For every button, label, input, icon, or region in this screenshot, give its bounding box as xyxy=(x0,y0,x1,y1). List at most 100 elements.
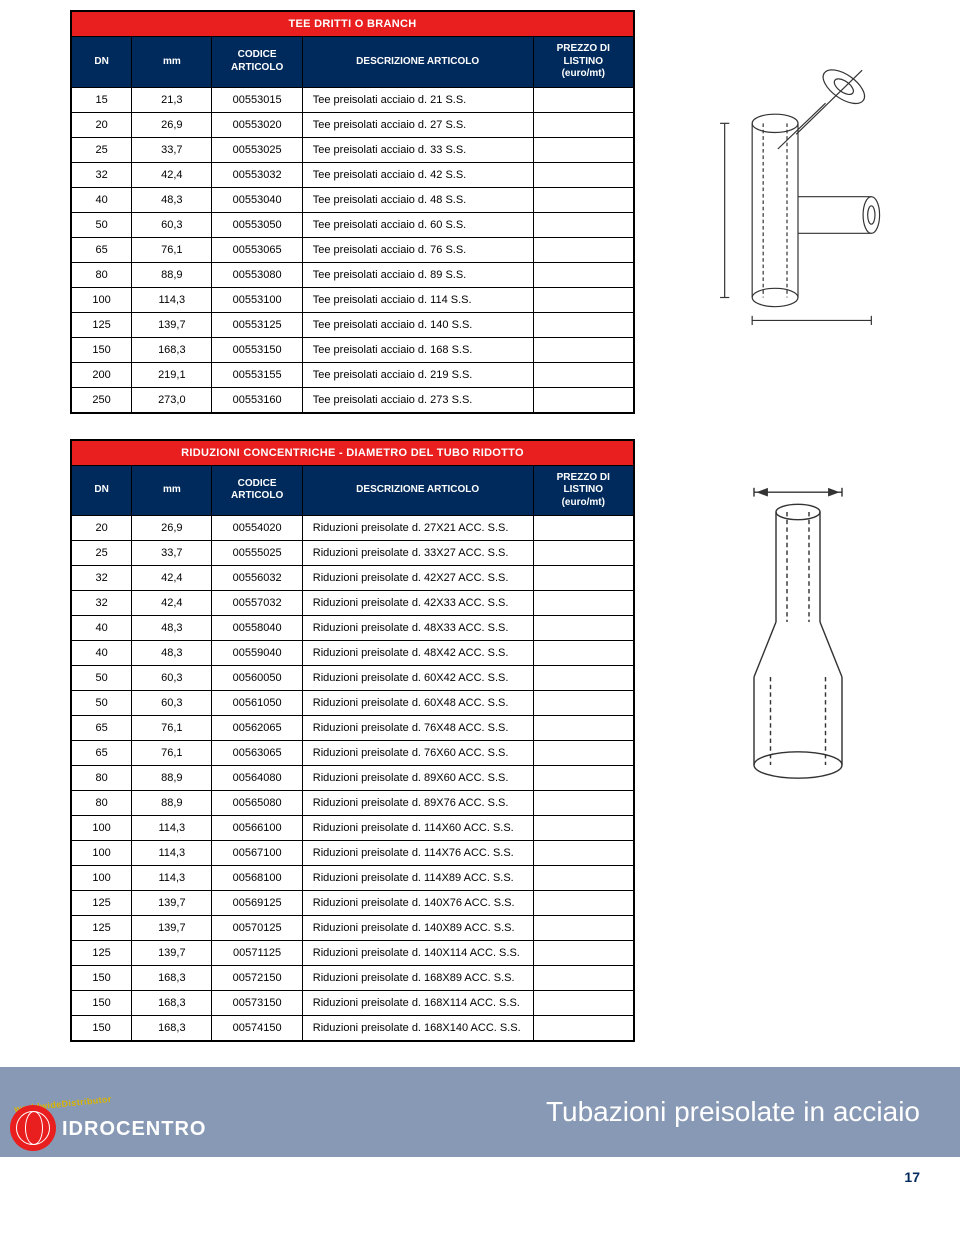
col-desc: DESCRIZIONE ARTICOLO xyxy=(302,37,533,88)
cell: 200 xyxy=(72,362,132,387)
cell: 00566100 xyxy=(212,816,302,841)
cell xyxy=(533,966,633,991)
cell: 100 xyxy=(72,841,132,866)
cell: 00554020 xyxy=(212,516,302,541)
cell xyxy=(533,991,633,1016)
cell: 219,1 xyxy=(132,362,212,387)
cell xyxy=(533,741,633,766)
cell: 25 xyxy=(72,137,132,162)
cell xyxy=(533,287,633,312)
cell: 65 xyxy=(72,741,132,766)
cell xyxy=(533,916,633,941)
cell xyxy=(533,566,633,591)
cell xyxy=(533,616,633,641)
cell: Tee preisolati acciaio d. 168 S.S. xyxy=(302,337,533,362)
cell: Tee preisolati acciaio d. 89 S.S. xyxy=(302,262,533,287)
table-row: 8088,900553080Tee preisolati acciaio d. … xyxy=(72,262,634,287)
table-row: 125139,700570125Riduzioni preisolate d. … xyxy=(72,916,634,941)
cell: 00570125 xyxy=(212,916,302,941)
cell: 125 xyxy=(72,941,132,966)
cell: 00555025 xyxy=(212,541,302,566)
cell: 168,3 xyxy=(132,966,212,991)
cell: Tee preisolati acciaio d. 114 S.S. xyxy=(302,287,533,312)
table-row: 2533,700555025Riduzioni preisolate d. 33… xyxy=(72,541,634,566)
table-row: 8088,900565080Riduzioni preisolate d. 89… xyxy=(72,791,634,816)
col-code: CODICEARTICOLO xyxy=(212,37,302,88)
cell: Riduzioni preisolate d. 140X89 ACC. S.S. xyxy=(302,916,533,941)
cell: 139,7 xyxy=(132,891,212,916)
cell xyxy=(533,816,633,841)
col-price: PREZZO DI LISTINO(euro/mt) xyxy=(533,37,633,88)
cell: 100 xyxy=(72,816,132,841)
col-code: CODICEARTICOLO xyxy=(212,465,302,516)
cell: Riduzioni preisolate d. 42X27 ACC. S.S. xyxy=(302,566,533,591)
cell: Riduzioni preisolate d. 168X114 ACC. S.S… xyxy=(302,991,533,1016)
reducer-icon xyxy=(688,479,908,809)
table-riduzioni: RIDUZIONI CONCENTRICHE - DIAMETRO DEL TU… xyxy=(70,439,635,1043)
cell: 42,4 xyxy=(132,162,212,187)
cell: 250 xyxy=(72,387,132,412)
cell: Tee preisolati acciaio d. 21 S.S. xyxy=(302,87,533,112)
cell: 00558040 xyxy=(212,616,302,641)
section-riduzioni: RIDUZIONI CONCENTRICHE - DIAMETRO DEL TU… xyxy=(70,439,940,1043)
cell: 00572150 xyxy=(212,966,302,991)
table-tee: TEE DRITTI O BRANCH DN mm CODICEARTICOLO… xyxy=(70,10,635,414)
cell: Riduzioni preisolate d. 42X33 ACC. S.S. xyxy=(302,591,533,616)
cell: 00553150 xyxy=(212,337,302,362)
diagram-reducer xyxy=(655,439,940,809)
cell: 00564080 xyxy=(212,766,302,791)
cell: 76,1 xyxy=(132,716,212,741)
tee-branch-icon xyxy=(688,50,908,325)
cell: Tee preisolati acciaio d. 273 S.S. xyxy=(302,387,533,412)
cell: 65 xyxy=(72,237,132,262)
cell: 00573150 xyxy=(212,991,302,1016)
cell: Riduzioni preisolate d. 27X21 ACC. S.S. xyxy=(302,516,533,541)
cell: 00553020 xyxy=(212,112,302,137)
table-row: 6576,100553065Tee preisolati acciaio d. … xyxy=(72,237,634,262)
cell: 00559040 xyxy=(212,641,302,666)
logo: worldwideDistributor IDROCENTRO xyxy=(0,1095,216,1157)
cell: 00553040 xyxy=(212,187,302,212)
cell: 48,3 xyxy=(132,616,212,641)
cell: 150 xyxy=(72,966,132,991)
table-row: 150168,300573150Riduzioni preisolate d. … xyxy=(72,991,634,1016)
table-row: 6576,100562065Riduzioni preisolate d. 76… xyxy=(72,716,634,741)
table-row: 4048,300559040Riduzioni preisolate d. 48… xyxy=(72,641,634,666)
cell: Riduzioni preisolate d. 114X60 ACC. S.S. xyxy=(302,816,533,841)
cell: Tee preisolati acciaio d. 33 S.S. xyxy=(302,137,533,162)
cell: 125 xyxy=(72,891,132,916)
cell: 00557032 xyxy=(212,591,302,616)
table-row: 100114,300567100Riduzioni preisolate d. … xyxy=(72,841,634,866)
table-row: 100114,300566100Riduzioni preisolate d. … xyxy=(72,816,634,841)
section-tee: TEE DRITTI O BRANCH DN mm CODICEARTICOLO… xyxy=(70,10,940,414)
table-row: 3242,400556032Riduzioni preisolate d. 42… xyxy=(72,566,634,591)
cell xyxy=(533,791,633,816)
cell: Riduzioni preisolate d. 60X42 ACC. S.S. xyxy=(302,666,533,691)
cell: Riduzioni preisolate d. 140X114 ACC. S.S… xyxy=(302,941,533,966)
cell: Tee preisolati acciaio d. 27 S.S. xyxy=(302,112,533,137)
cell: Riduzioni preisolate d. 48X33 ACC. S.S. xyxy=(302,616,533,641)
table-title: RIDUZIONI CONCENTRICHE - DIAMETRO DEL TU… xyxy=(72,440,634,465)
cell xyxy=(533,137,633,162)
logo-text: IDROCENTRO xyxy=(62,1118,206,1141)
cell xyxy=(533,237,633,262)
cell: 00556032 xyxy=(212,566,302,591)
cell: 60,3 xyxy=(132,666,212,691)
table-row: 6576,100563065Riduzioni preisolate d. 76… xyxy=(72,741,634,766)
cell: Tee preisolati acciaio d. 48 S.S. xyxy=(302,187,533,212)
footer-title: Tubazioni preisolate in acciaio xyxy=(546,1096,920,1128)
cell: 48,3 xyxy=(132,641,212,666)
cell: 273,0 xyxy=(132,387,212,412)
cell: Riduzioni preisolate d. 168X140 ACC. S.S… xyxy=(302,1016,533,1041)
cell: 80 xyxy=(72,791,132,816)
footer-band: worldwideDistributor IDROCENTRO Tubazion… xyxy=(0,1067,960,1157)
cell: 32 xyxy=(72,566,132,591)
cell: 00562065 xyxy=(212,716,302,741)
cell: 139,7 xyxy=(132,312,212,337)
table-row: 8088,900564080Riduzioni preisolate d. 89… xyxy=(72,766,634,791)
col-mm: mm xyxy=(132,465,212,516)
table-row: 150168,300553150Tee preisolati acciaio d… xyxy=(72,337,634,362)
table-row: 200219,100553155Tee preisolati acciaio d… xyxy=(72,362,634,387)
cell: 114,3 xyxy=(132,287,212,312)
cell: 32 xyxy=(72,162,132,187)
